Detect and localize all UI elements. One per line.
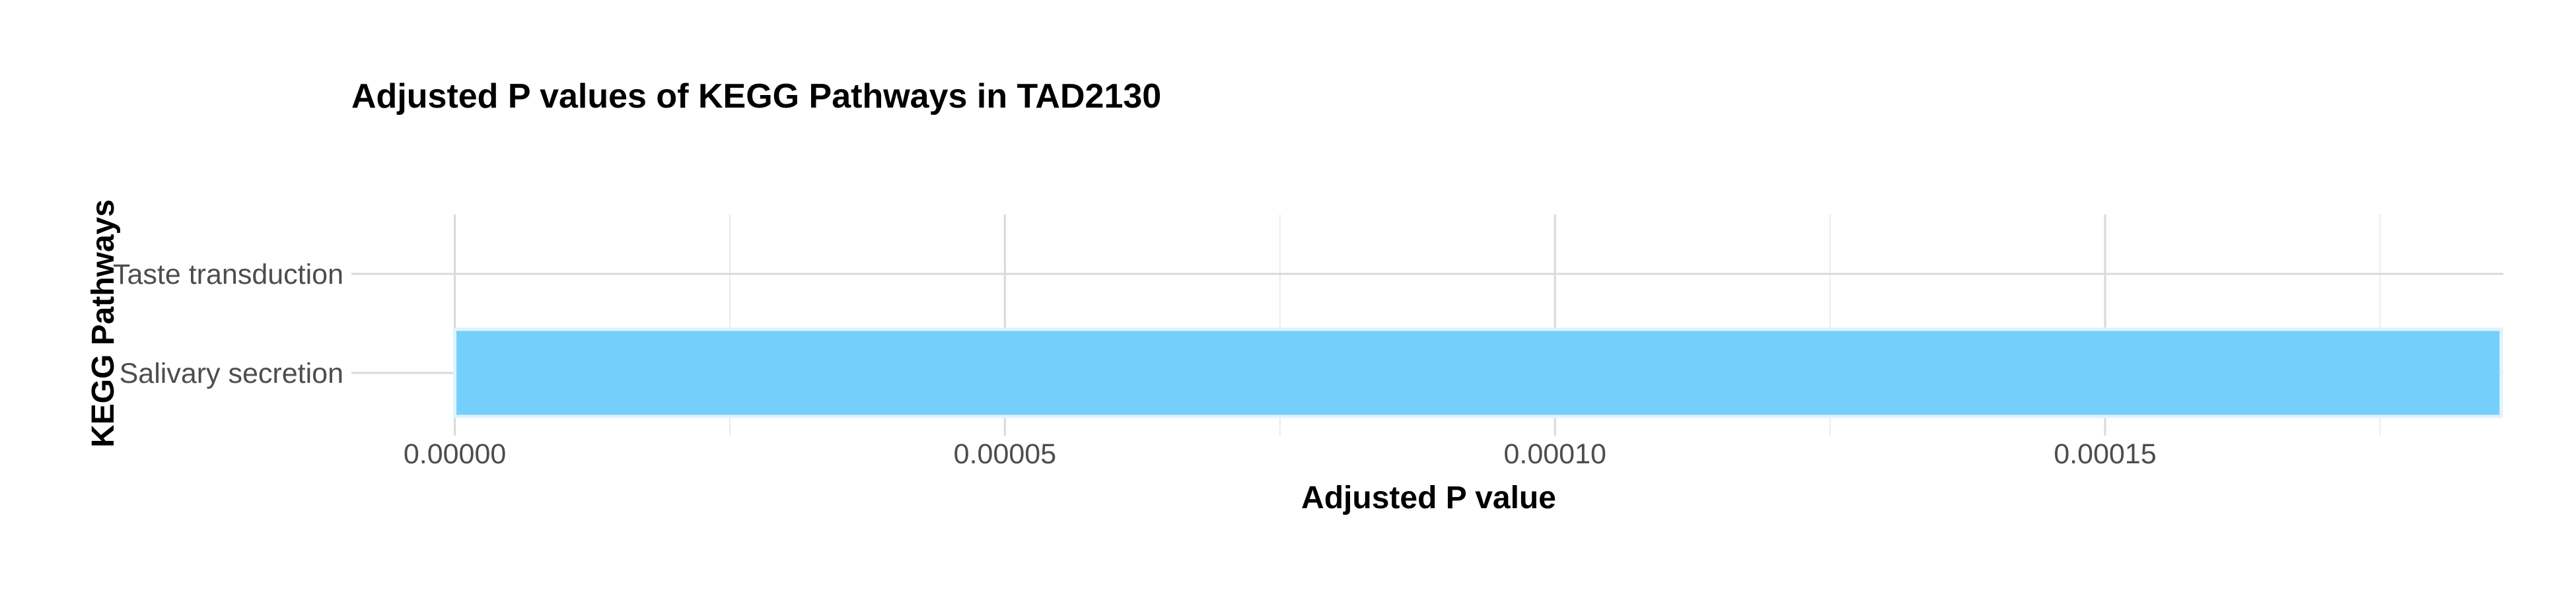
x-tick-label: 0.00015	[2054, 438, 2156, 470]
bars	[453, 327, 2503, 418]
x-tick-labels: 0.00000 0.00005 0.00010 0.00015	[404, 438, 2157, 470]
chart-title: Adjusted P values of KEGG Pathways in TA…	[351, 77, 1161, 116]
x-tick-label: 0.00000	[404, 438, 506, 470]
y-tick-labels: Salivary secretion Taste transduction	[113, 259, 343, 389]
bar-salivary-secretion	[453, 327, 2503, 418]
y-tick-label: Taste transduction	[113, 259, 343, 290]
x-tick-label: 0.00005	[954, 438, 1056, 470]
x-axis-title: Adjusted P value	[1301, 480, 1556, 515]
y-tick-label: Salivary secretion	[120, 358, 343, 389]
y-axis-title: KEGG Pathways	[86, 199, 121, 447]
x-tick-label: 0.00010	[1503, 438, 1606, 470]
